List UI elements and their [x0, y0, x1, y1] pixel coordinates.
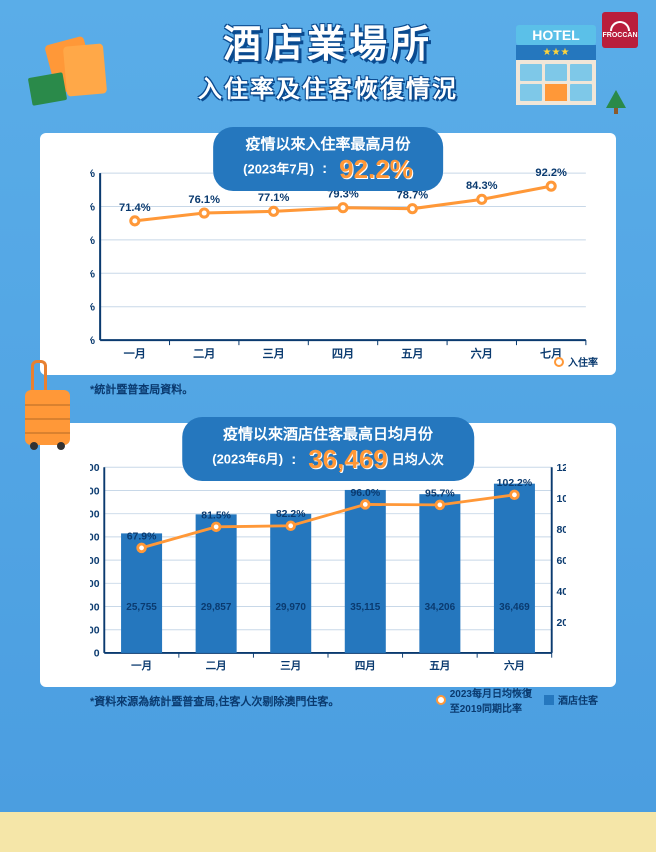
svg-text:15,000: 15,000 — [90, 579, 100, 590]
svg-text:82.2%: 82.2% — [276, 509, 306, 520]
svg-text:六月: 六月 — [471, 346, 493, 360]
guests-big-value: 36,469 — [308, 444, 388, 474]
svg-text:40%: 40% — [90, 268, 95, 280]
svg-text:五月: 五月 — [429, 660, 450, 672]
svg-text:0%: 0% — [90, 335, 95, 347]
svg-text:35,115: 35,115 — [350, 602, 380, 613]
svg-text:120%: 120% — [556, 463, 566, 474]
occupancy-chart: 0%20%40%60%80%100%一月二月三月四月五月六月七月71.4%76.… — [90, 163, 596, 365]
svg-text:77.1%: 77.1% — [258, 192, 290, 204]
ground-decoration — [0, 812, 656, 852]
svg-text:29,857: 29,857 — [201, 602, 232, 613]
svg-text:25,000: 25,000 — [90, 533, 100, 544]
guests-headline: 疫情以來酒店住客最高日均月份(2023年6月) :36,469日均人次 — [182, 417, 474, 481]
svg-text:35,000: 35,000 — [90, 486, 100, 497]
svg-text:84.3%: 84.3% — [466, 180, 498, 192]
passport-decoration — [28, 72, 67, 106]
svg-text:100%: 100% — [90, 168, 95, 180]
svg-text:六月: 六月 — [504, 659, 525, 672]
svg-text:95.7%: 95.7% — [425, 488, 455, 499]
svg-text:10,000: 10,000 — [90, 603, 100, 614]
svg-text:76.1%: 76.1% — [188, 194, 220, 206]
svg-text:80%: 80% — [90, 201, 95, 213]
svg-text:102.2%: 102.2% — [497, 478, 533, 489]
hotel-decoration: HOTEL ★★★ — [516, 25, 596, 105]
svg-text:一月: 一月 — [124, 347, 146, 360]
svg-text:36,469: 36,469 — [499, 602, 530, 613]
occupancy-big-value: 92.2% — [339, 154, 413, 184]
svg-text:34,206: 34,206 — [425, 602, 456, 613]
svg-text:40,000: 40,000 — [90, 463, 100, 474]
occupancy-note: *統計暨普查局資料。 — [90, 381, 616, 397]
svg-text:20,000: 20,000 — [90, 556, 100, 567]
svg-text:一月: 一月 — [131, 660, 152, 672]
guests-legend: 2023每月日均恢復 至2019同期比率 酒店住客 — [436, 683, 598, 715]
svg-text:二月: 二月 — [193, 347, 215, 360]
svg-text:60%: 60% — [556, 556, 566, 567]
svg-text:29,970: 29,970 — [275, 602, 306, 613]
svg-text:30,000: 30,000 — [90, 510, 100, 521]
svg-text:二月: 二月 — [206, 660, 227, 672]
svg-text:0: 0 — [94, 649, 100, 660]
svg-text:40%: 40% — [556, 587, 566, 598]
legend-marker-icon — [554, 357, 564, 367]
header: HOTEL ★★★ 酒店業場所 入住率及住客恢復情況 — [0, 0, 656, 119]
svg-text:20%: 20% — [90, 302, 95, 314]
svg-text:78.7%: 78.7% — [397, 189, 429, 201]
svg-text:100%: 100% — [556, 494, 566, 505]
legend-bar-icon — [544, 695, 554, 705]
svg-text:25,755: 25,755 — [126, 602, 157, 613]
svg-text:四月: 四月 — [332, 347, 354, 360]
svg-text:5,000: 5,000 — [90, 626, 100, 637]
svg-text:92.2%: 92.2% — [535, 167, 567, 179]
occupancy-panel: 疫情以來入住率最高月份(2023年7月) :92.2% 0%20%40%60%8… — [40, 133, 616, 397]
legend-line-marker-icon — [436, 695, 446, 705]
svg-text:96.0%: 96.0% — [350, 488, 380, 499]
tree-decoration — [606, 90, 626, 114]
suitcase-decoration — [25, 360, 70, 445]
svg-text:五月: 五月 — [401, 347, 423, 360]
svg-text:81.5%: 81.5% — [201, 510, 231, 521]
svg-text:三月: 三月 — [262, 347, 284, 360]
svg-text:三月: 三月 — [280, 660, 301, 672]
svg-text:80%: 80% — [556, 525, 566, 536]
occupancy-headline: 疫情以來入住率最高月份(2023年7月) :92.2% — [213, 127, 443, 191]
svg-text:67.9%: 67.9% — [127, 531, 157, 542]
svg-text:四月: 四月 — [355, 660, 376, 672]
guests-chart: 0 5,000 10,000 15,000 20,000 25,000 30,000 35,0… — [90, 453, 566, 677]
guests-panel: 疫情以來酒店住客最高日均月份(2023年6月) :36,469日均人次 05,0… — [40, 423, 616, 709]
svg-text:20%: 20% — [556, 618, 566, 629]
svg-text:60%: 60% — [90, 235, 95, 247]
svg-text:71.4%: 71.4% — [119, 202, 151, 214]
occupancy-legend: 入住率 — [554, 354, 598, 369]
